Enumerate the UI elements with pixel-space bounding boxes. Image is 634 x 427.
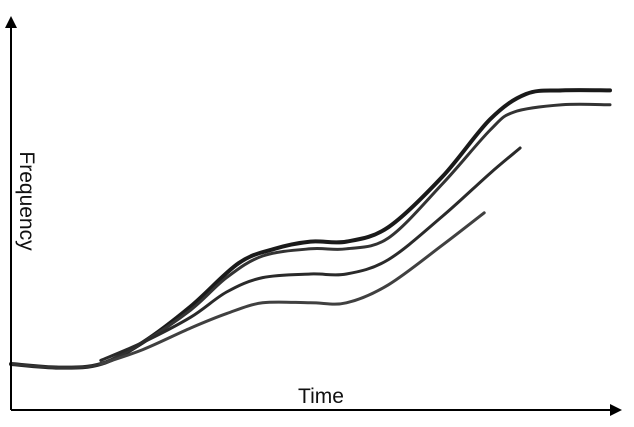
x-axis-label: Time xyxy=(298,385,344,408)
series-line-3 xyxy=(99,146,522,362)
y-axis-label: Frequency xyxy=(15,151,38,251)
series-line-2 xyxy=(9,102,612,370)
series-line-4 xyxy=(99,211,486,366)
series-line-1 xyxy=(9,88,612,370)
series-layer xyxy=(9,88,612,370)
